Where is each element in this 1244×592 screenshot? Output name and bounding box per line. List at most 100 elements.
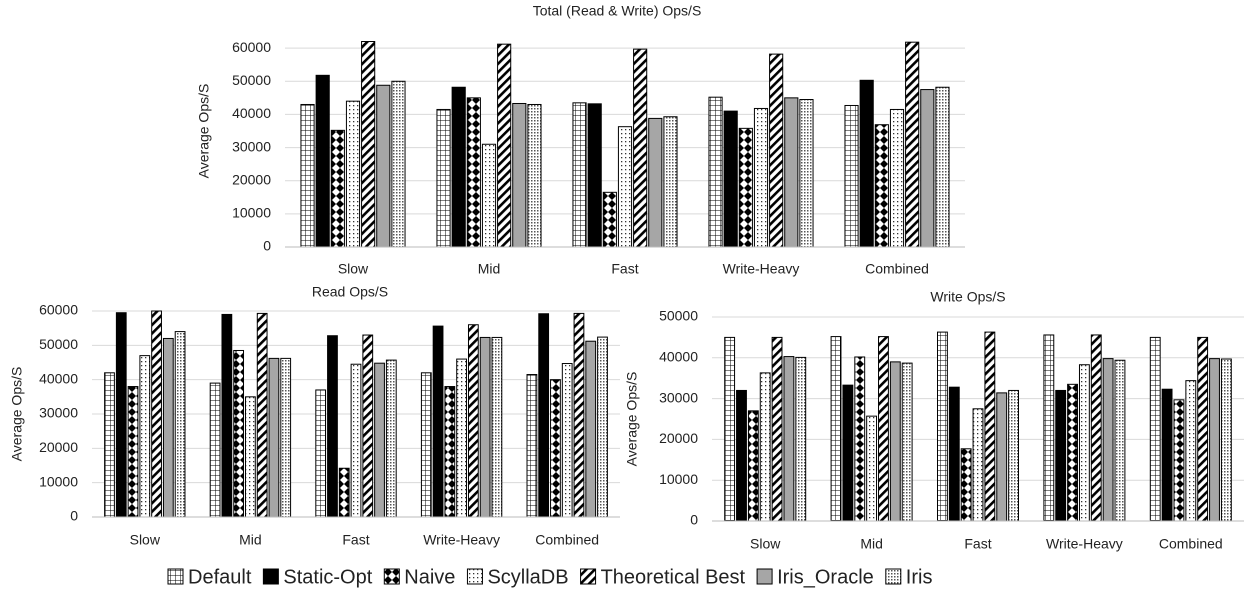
y-tick-label: 0 [690,512,698,528]
bar [633,48,648,248]
bar [1173,399,1185,522]
bar [466,97,481,248]
bar [467,324,479,518]
bar [456,358,467,518]
bar [432,325,444,518]
x-tick-label: Slow [750,536,781,552]
bar [937,331,948,522]
bar [376,84,391,248]
bar [972,408,984,522]
bar [1161,388,1173,522]
bar [830,336,842,522]
legend-label: Iris_Oracle [777,566,874,588]
legend-label: ScyllaDB [487,566,568,588]
bar [905,41,920,248]
x-tick-label: Write-Heavy [723,261,800,277]
x-tick-label: Fast [964,536,991,552]
bar [1197,336,1209,522]
bar [747,410,759,522]
bar [245,396,256,518]
bar [597,336,608,518]
legend-label: Static-Opt [283,566,372,588]
bar [420,372,432,518]
bar [315,74,330,248]
bar [1078,364,1090,522]
bar [139,355,151,518]
x-tick-label: Fast [611,261,638,277]
legend-label: Iris [906,566,933,588]
y-tick-label: 50000 [39,336,78,352]
bar [708,96,723,248]
bar [174,331,186,518]
y-tick-label: 50000 [659,308,698,324]
bar [723,110,738,248]
x-tick-label: Slow [130,532,161,548]
x-tick-label: Mid [478,261,501,277]
y-tick-label: 20000 [232,171,271,187]
bar [842,384,854,522]
y-tick-label: 10000 [39,473,78,489]
legend-swatch [466,568,483,585]
bar [769,53,784,248]
bar [736,389,747,522]
y-tick-label: 20000 [39,439,78,455]
bar [330,129,345,248]
bar [497,43,512,248]
bar [1209,358,1220,522]
y-tick-label: 30000 [232,138,271,154]
x-tick-label: Combined [535,532,599,548]
chart-title: Total (Read & Write) Ops/S [533,3,702,19]
bar [233,349,245,518]
bar [338,467,350,518]
bar [602,191,617,248]
bar [648,117,663,248]
legend: Default Static-Opt Naive ScyllaDB Theoretica… [167,566,933,588]
y-tick-label: 50000 [232,72,271,88]
bar [1043,334,1055,522]
bar [617,126,633,248]
bar [374,362,385,518]
bar [859,79,874,248]
bar [385,359,397,518]
y-tick-label: 10000 [232,205,271,221]
bar [585,340,597,518]
bar [984,331,996,522]
bar [948,386,960,522]
bar [444,386,456,518]
legend-label: Theoretical Best [601,566,746,588]
x-tick-label: Combined [1159,536,1223,552]
y-tick-label: 0 [70,508,78,524]
bar [550,379,561,518]
bar [481,143,497,248]
bar [361,41,376,248]
y-tick-label: 40000 [39,370,78,386]
legend-label: Default [188,566,252,588]
legend-label: Naive [404,566,455,588]
bar [759,372,771,522]
x-tick-label: Combined [865,261,929,277]
chart-title: Read Ops/S [312,284,388,300]
bar [350,363,362,518]
bar [663,116,678,248]
bar [327,335,338,518]
legend-swatch [756,568,773,585]
bar [1067,383,1078,522]
y-tick-label: 30000 [659,389,698,405]
bar [280,357,292,518]
bar [561,363,573,518]
y-axis-label: Average Ops/S [624,372,640,467]
bar [920,89,935,248]
bar [587,103,602,248]
bar [526,374,538,518]
legend-swatch [262,568,279,585]
bar [784,97,799,248]
bar [1185,380,1197,522]
bar [268,357,280,518]
y-tick-label: 0 [263,238,271,254]
y-tick-label: 40000 [232,105,271,121]
bar [783,356,795,522]
bar [1090,334,1102,522]
bar [451,86,466,248]
bar [1008,389,1019,522]
